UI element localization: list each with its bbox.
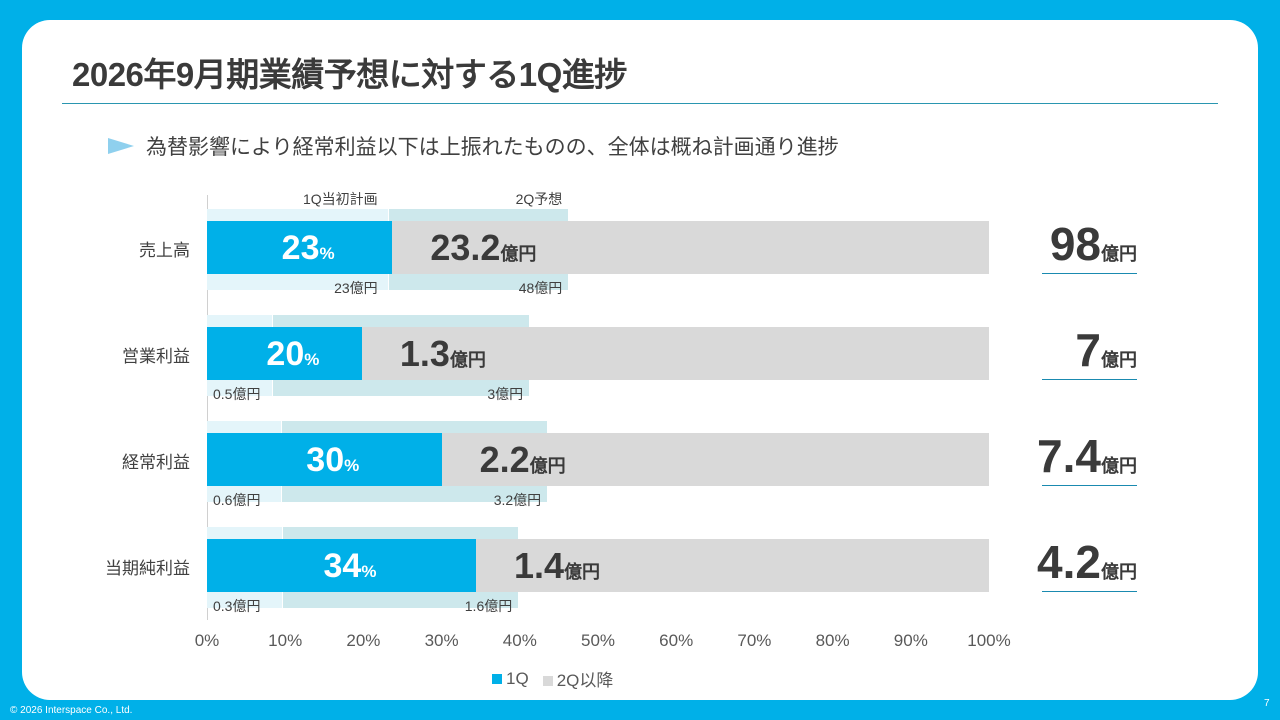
bar-1q: [207, 221, 393, 274]
x-tick-label: 60%: [659, 631, 694, 650]
category-label: 売上高: [139, 241, 190, 260]
x-tick-label: 90%: [893, 631, 928, 650]
x-tick-label: 100%: [967, 631, 1011, 650]
x-tick-label: 50%: [580, 631, 616, 650]
pct-label: 30%: [306, 441, 359, 480]
category-label: 経常利益: [122, 453, 190, 472]
plan-1q-label: 0.6億円: [213, 492, 261, 508]
total-value: 4.2: [1037, 536, 1101, 588]
unit: 億円: [500, 244, 537, 264]
x-tick-label: 30%: [424, 631, 459, 650]
remaining-label: 1.4億円: [514, 545, 600, 587]
legend-label: 1Q: [506, 668, 529, 688]
bar-1q: [207, 433, 442, 486]
y-axis-line: [207, 195, 208, 620]
forecast-2q-label: 3億円: [487, 386, 524, 402]
total-value: 98: [1049, 218, 1101, 270]
x-tick-label: 20%: [346, 631, 381, 650]
unit: 億円: [1101, 244, 1137, 264]
category-label: 営業利益: [122, 347, 190, 366]
remaining-label: 2.2億円: [480, 439, 566, 481]
total-value: 7: [1075, 324, 1101, 376]
x-tick-label: 70%: [737, 631, 772, 650]
unit: 億円: [1101, 562, 1137, 582]
total-underline: [1042, 591, 1137, 592]
total-label: 7.4億円: [1000, 429, 1137, 483]
legend-label: 2Q以降: [556, 671, 614, 690]
remaining-label: 1.3億円: [400, 333, 486, 375]
bar-1q: [207, 327, 362, 380]
legend-item-rest: 2Q以降: [542, 666, 614, 691]
remaining-value: 2.2: [479, 439, 530, 480]
bar-remaining: [476, 539, 989, 592]
unit: 億円: [564, 562, 601, 582]
bullet-point: 為替影響により経常利益以下は上振れたものの、全体は概ね計画通り進捗: [108, 131, 839, 161]
forecast-2q-label: 3.2億円: [493, 492, 542, 508]
page-number: 7: [1264, 698, 1270, 709]
bar-remaining: [441, 433, 989, 486]
category-label: 当期純利益: [105, 559, 190, 578]
total-underline: [1042, 379, 1137, 380]
unit: 億円: [1101, 350, 1137, 370]
x-tick-label: 0%: [194, 631, 220, 650]
legend-swatch: [492, 673, 502, 684]
forecast-2q-header: 2Q予想: [515, 191, 563, 207]
total-underline: [1042, 273, 1137, 274]
bar-remaining: [392, 221, 989, 274]
plan-1q-label: 0.5億円: [213, 386, 261, 402]
x-tick-label: 40%: [502, 631, 537, 650]
forecast-2q-label: 1.6億円: [464, 598, 513, 614]
pct-label: 34%: [324, 547, 377, 586]
total-label: 4.2億円: [1000, 535, 1137, 589]
triangle-bullet-icon: [108, 138, 134, 154]
total-label: 98億円: [1000, 217, 1137, 271]
pct-sign: %: [304, 350, 320, 369]
pct-value: 23: [281, 229, 320, 267]
total-underline: [1042, 485, 1137, 486]
total-value: 7.4: [1037, 430, 1101, 482]
remaining-value: 23.2: [430, 227, 501, 268]
pct-sign: %: [319, 244, 335, 263]
legend: 1Q 2Q以降: [492, 666, 613, 691]
remaining-value: 1.3: [399, 333, 450, 374]
page-title: 2026年9月期業績予想に対する1Q進捗: [72, 56, 627, 93]
plan-1q-label: 23億円: [334, 280, 378, 296]
plan-1q-header: 1Q当初計画: [302, 191, 378, 207]
unit: 億円: [449, 350, 486, 370]
pct-sign: %: [344, 456, 360, 475]
unit: 億円: [529, 456, 566, 476]
remaining-value: 1.4: [514, 545, 565, 586]
pct-value: 30: [306, 441, 345, 479]
legend-swatch: [542, 676, 553, 686]
title-divider: [62, 103, 1218, 104]
pct-sign: %: [361, 562, 377, 581]
plan-1q-label: 0.3億円: [213, 598, 261, 614]
remaining-label: 23.2億円: [430, 227, 536, 269]
bar-1q: [207, 539, 476, 592]
pct-label: 20%: [266, 335, 319, 374]
unit: 億円: [1101, 456, 1137, 476]
legend-item-1q: 1Q: [492, 669, 529, 689]
x-tick-label: 80%: [815, 631, 850, 650]
pct-label: 23%: [282, 229, 335, 268]
forecast-2q-label: 48億円: [518, 280, 563, 296]
total-label: 7億円: [1000, 323, 1137, 377]
x-tick-label: 10%: [268, 631, 303, 650]
bullet-text: 為替影響により経常利益以下は上振れたものの、全体は概ね計画通り進捗: [146, 136, 839, 159]
copyright: © 2026 Interspace Co., Ltd.: [10, 705, 133, 716]
pct-value: 34: [323, 547, 362, 585]
pct-value: 20: [266, 335, 305, 373]
bar-remaining: [361, 327, 989, 380]
